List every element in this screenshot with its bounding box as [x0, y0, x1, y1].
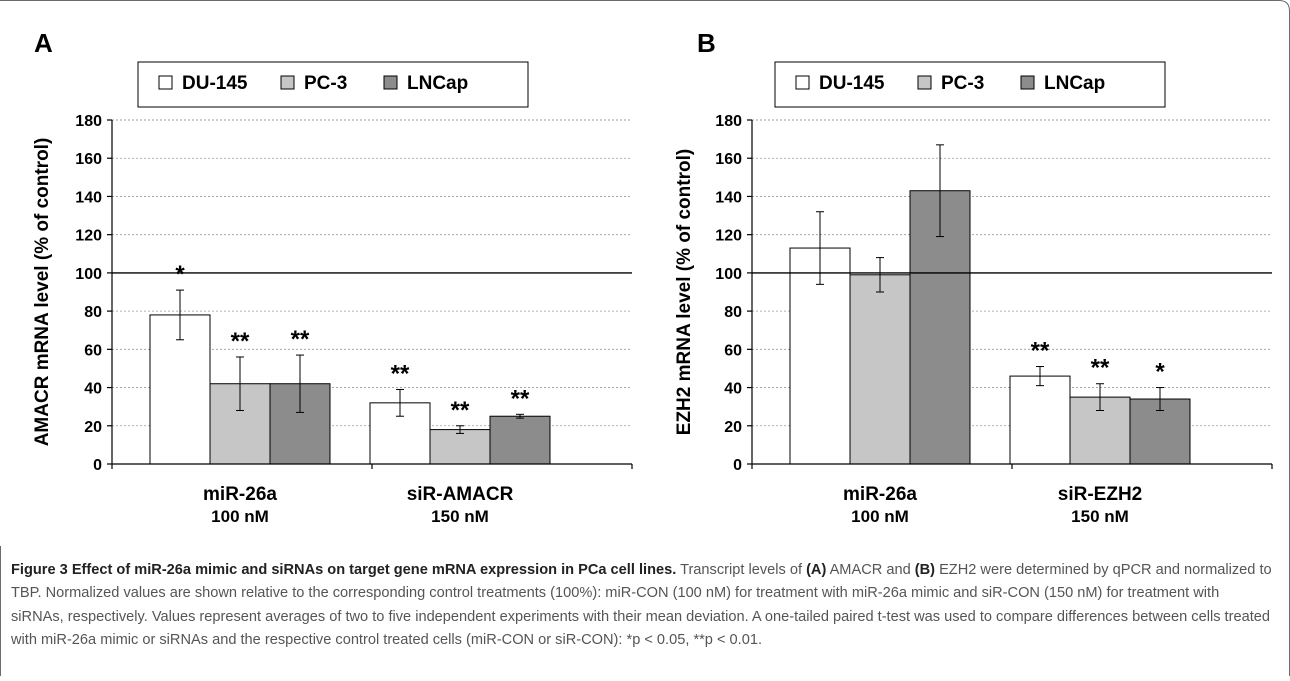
significance-mark: * [1155, 359, 1165, 386]
x-category-sublabel: 150 nM [1071, 507, 1129, 526]
legend-swatch [383, 75, 398, 90]
x-category-label: siR-EZH2 [1058, 484, 1142, 505]
y-tick-label: 100 [75, 266, 102, 283]
significance-mark: ** [1091, 355, 1110, 382]
legend-label: LNCap [1044, 73, 1105, 94]
y-tick-label: 180 [75, 113, 102, 130]
caption-panel-b-ref: (B) [914, 562, 936, 578]
legend-label: PC-3 [304, 73, 347, 94]
y-tick-label: 0 [733, 457, 742, 474]
y-tick-label: 160 [715, 151, 742, 168]
x-category-label: miR-26a [843, 484, 917, 505]
y-tick-label: 40 [84, 381, 102, 398]
chart-panel-a: A DU-145 PC-3 LNCap 0 20 40 60 80 100 120 140 160 180… [32, 28, 633, 526]
legend-label: DU-145 [819, 73, 885, 94]
significance-mark: ** [291, 326, 310, 353]
y-tick-label: 160 [75, 151, 102, 168]
bar [1009, 375, 1071, 465]
significance-mark: ** [1031, 338, 1050, 365]
bar [489, 415, 551, 465]
legend-swatch [795, 75, 810, 90]
x-category-sublabel: 100 nM [851, 507, 909, 526]
y-tick-label: 0 [93, 457, 102, 474]
legend-swatch [1020, 75, 1035, 90]
significance-mark: ** [231, 328, 250, 355]
legend-label: LNCap [407, 73, 468, 94]
significance-mark: * [175, 261, 185, 288]
y-tick-label: 20 [84, 419, 102, 436]
figure-caption: Figure 3 Effect of miR-26a mimic and siR… [11, 559, 1273, 653]
y-tick-label: 100 [715, 266, 742, 283]
chart-panel-b: B DU-145 PC-3 LNCap 0 20 40 60 80 100 120 140 160 180… [674, 28, 1273, 526]
y-tick-label: 40 [724, 381, 742, 398]
y-tick-label: 80 [724, 304, 742, 321]
caption-title: Figure 3 Effect of miR-26a mimic and siR… [11, 562, 677, 578]
caption-text-3: EZH2 were determined by qPCR and normali… [11, 562, 1272, 649]
significance-mark: ** [391, 360, 410, 387]
x-category-label: siR-AMACR [407, 484, 514, 505]
y-axis-label: AMACR mRNA level (% of control) [32, 138, 53, 447]
y-axis-label: EZH2 mRNA level (% of control) [674, 149, 695, 435]
x-category-label: miR-26a [203, 484, 277, 505]
x-category-sublabel: 150 nM [431, 507, 489, 526]
y-tick-label: 80 [84, 304, 102, 321]
caption-text-2: AMACR and [826, 562, 915, 578]
y-tick-label: 60 [84, 342, 102, 359]
bar [849, 274, 911, 465]
legend-swatch [158, 75, 173, 90]
y-tick-label: 120 [75, 228, 102, 245]
significance-mark: ** [451, 397, 470, 424]
y-tick-label: 120 [715, 228, 742, 245]
caption-panel-a-ref: (A) [806, 562, 827, 578]
y-tick-label: 140 [715, 189, 742, 206]
bar [429, 429, 491, 465]
x-category-sublabel: 100 nM [211, 507, 269, 526]
y-tick-label: 20 [724, 419, 742, 436]
legend-label: PC-3 [941, 73, 984, 94]
panel-label: A [34, 28, 53, 58]
significance-mark: ** [511, 385, 530, 412]
legend-box [137, 61, 529, 108]
legend-box [774, 61, 1166, 108]
panel-label: B [697, 28, 716, 58]
legend-label: DU-145 [182, 73, 248, 94]
caption-text-1: Transcript levels of [676, 562, 807, 578]
y-tick-label: 180 [715, 113, 742, 130]
legend-swatch [280, 75, 295, 90]
y-tick-label: 140 [75, 189, 102, 206]
y-tick-label: 60 [724, 342, 742, 359]
legend-swatch [917, 75, 932, 90]
